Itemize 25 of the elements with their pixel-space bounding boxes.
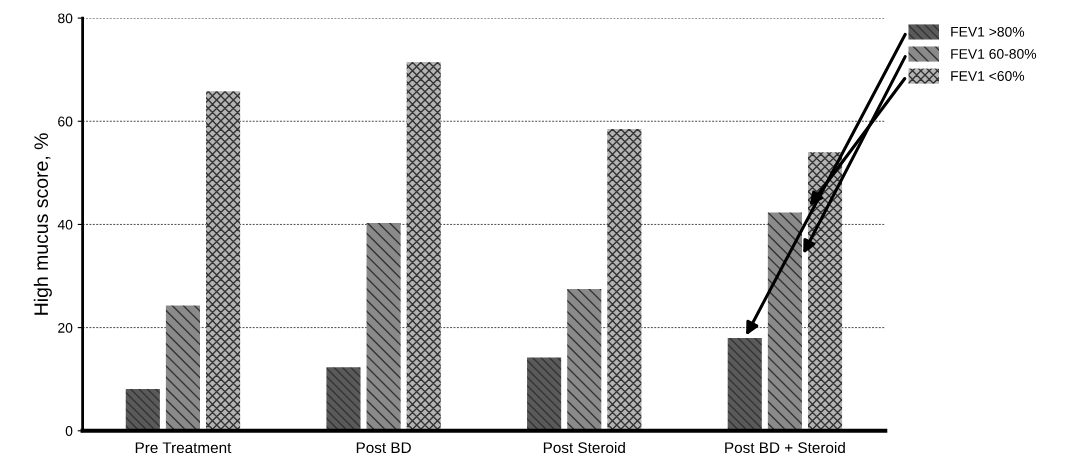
y-axis-title: High mucus score, %	[33, 133, 52, 315]
bar	[607, 129, 642, 431]
bar	[326, 367, 361, 431]
bar	[406, 61, 441, 431]
bar	[125, 388, 160, 431]
legend-label: FEV1 <60%	[951, 71, 1025, 81]
y-tick-label: 20	[58, 322, 73, 333]
bar	[767, 212, 802, 431]
y-tick-label: 40	[57, 219, 73, 230]
x-tick-label: Post BD + Steroid	[725, 441, 845, 454]
bar	[366, 222, 401, 431]
y-tick-label: 0	[65, 426, 73, 436]
x-tick-label: Pre Treatment	[135, 442, 232, 454]
y-tick-label: 60	[58, 116, 73, 127]
bar	[206, 91, 241, 431]
bar	[165, 305, 200, 431]
x-tick-label: Post Steroid	[543, 441, 625, 454]
legend-label: FEV1 >80%	[951, 26, 1025, 37]
legend-label: FEV1 60-80%	[951, 49, 1037, 59]
x-tick-label: Post BD	[356, 442, 411, 454]
y-tick-label: 80	[58, 13, 73, 24]
bar	[527, 357, 562, 431]
bar	[567, 288, 602, 431]
bar	[727, 337, 762, 431]
bar	[807, 152, 843, 431]
